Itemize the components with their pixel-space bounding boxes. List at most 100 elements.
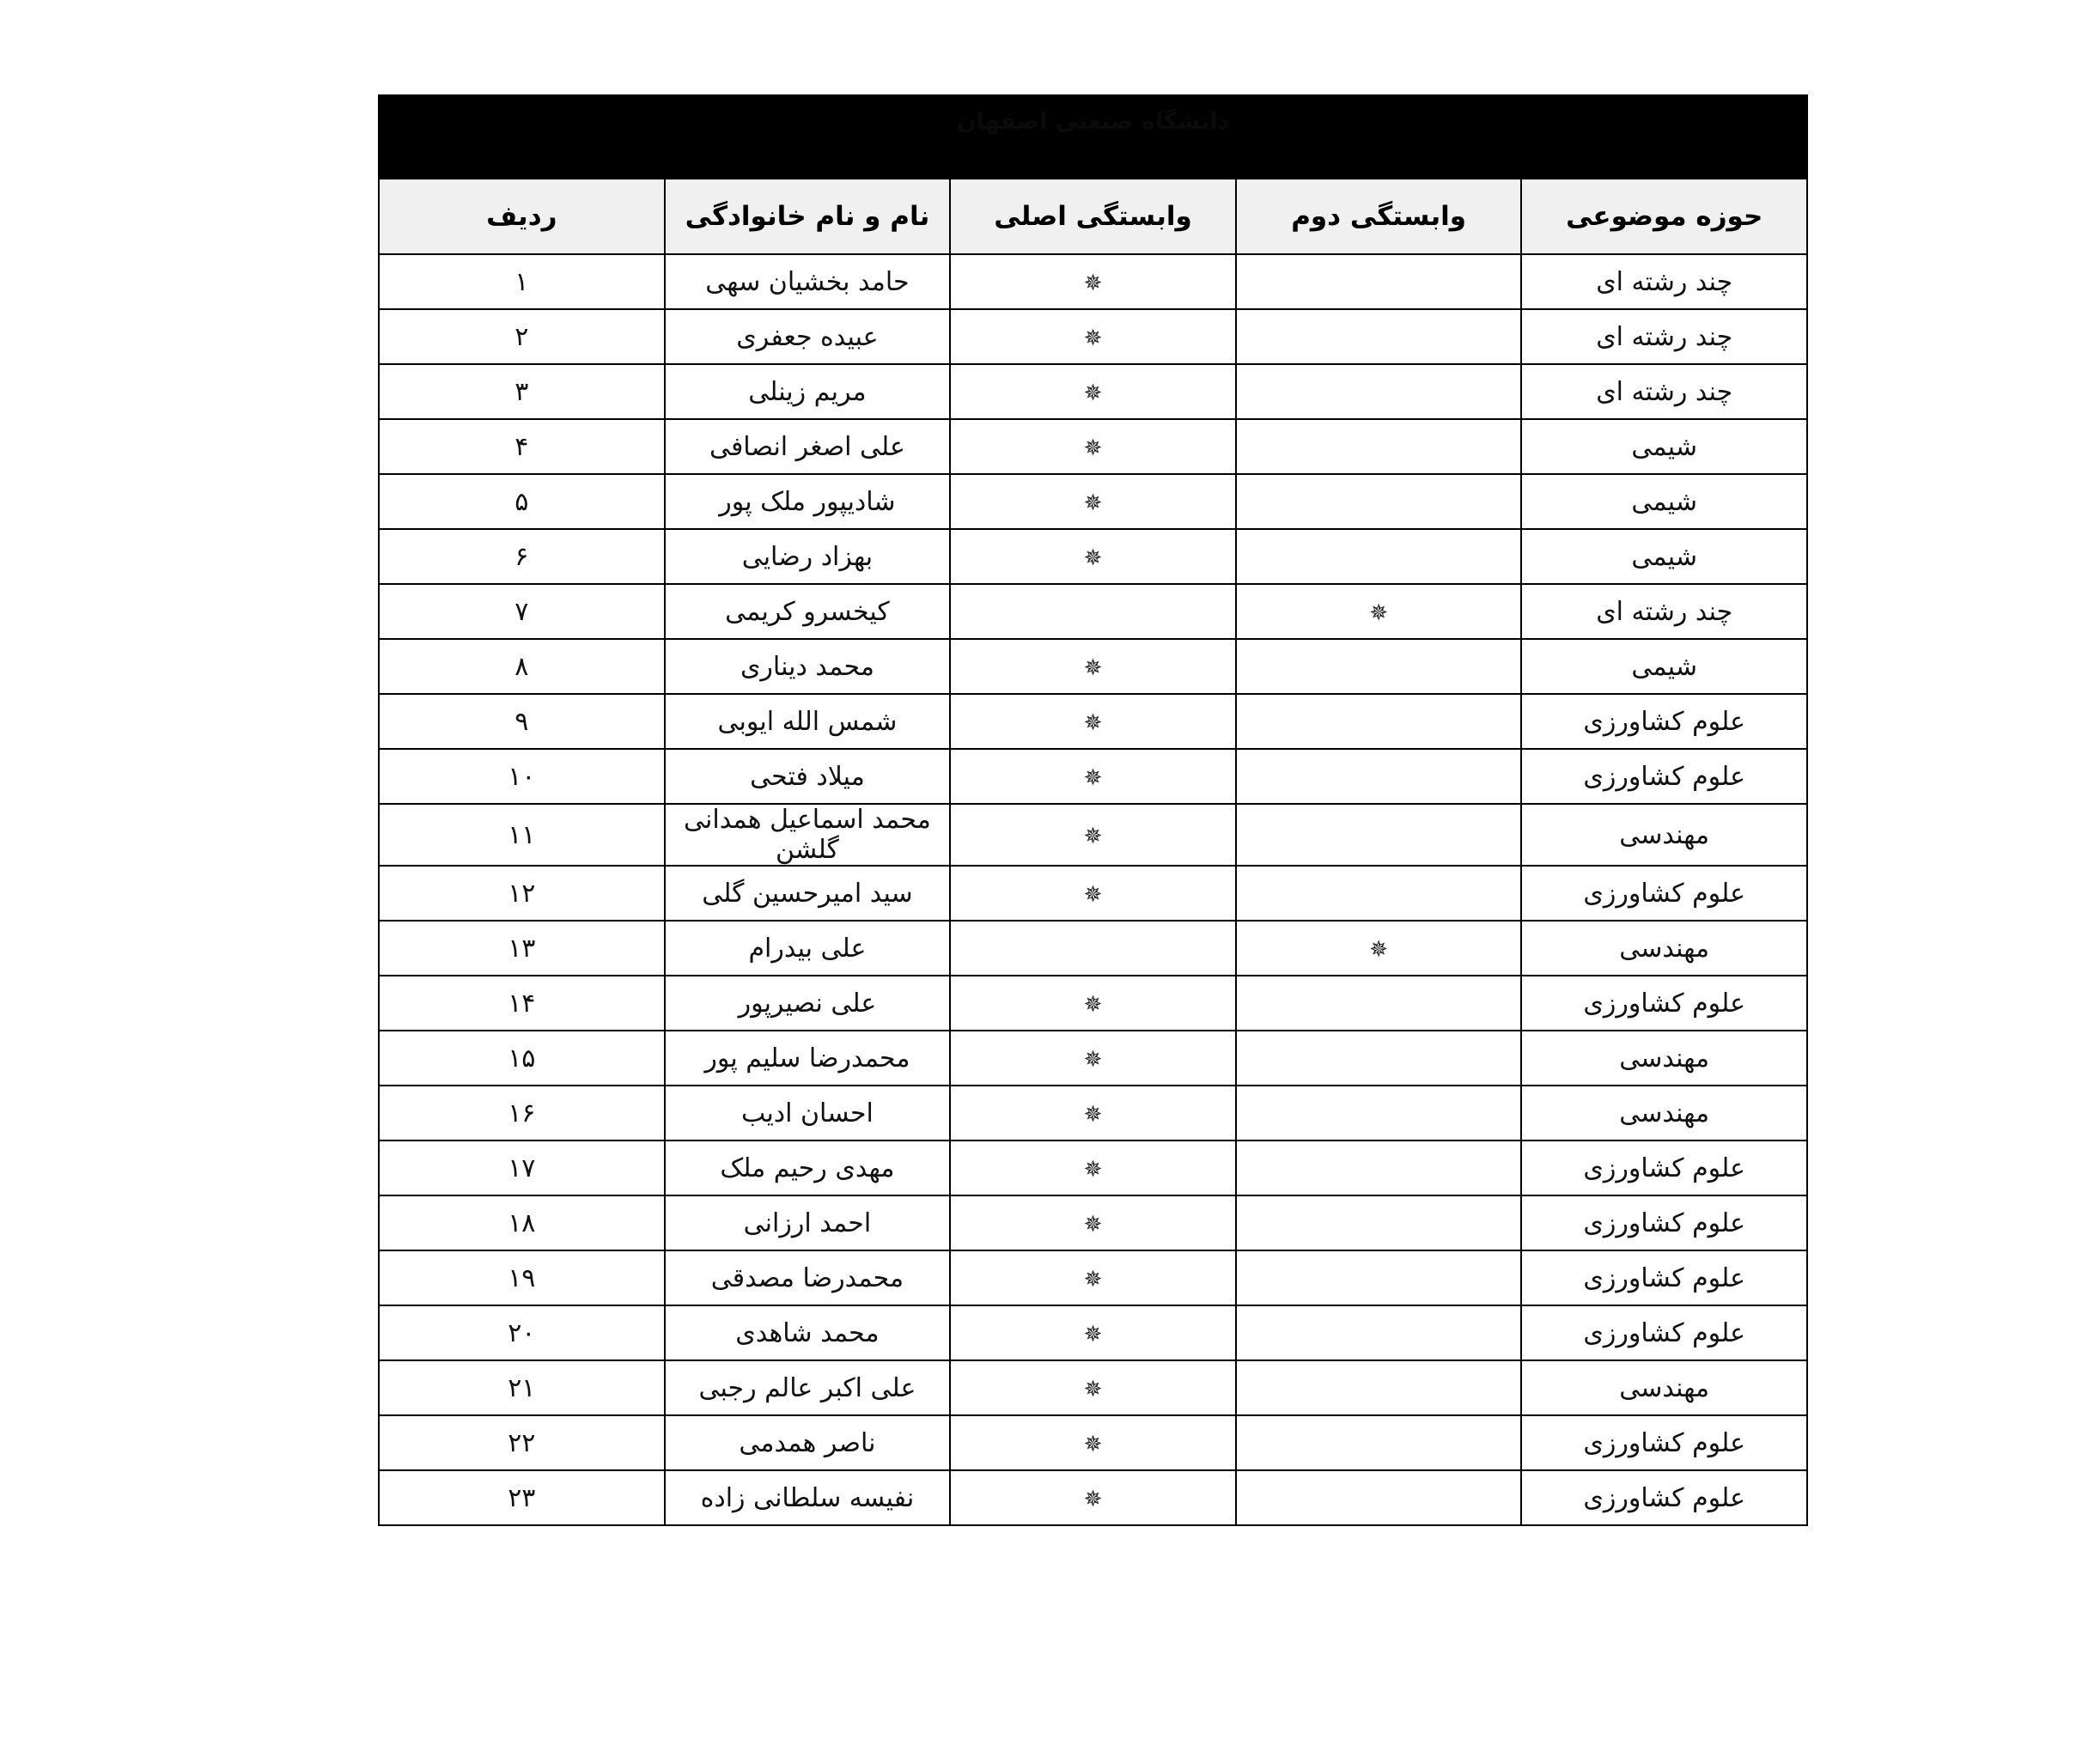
cell-row-number: ۱۱ [378, 803, 666, 867]
cell-primary-affiliation: ✵ [949, 418, 1237, 475]
cell-subject-area: چند رشته ای [1520, 583, 1808, 640]
column-header-full-name: نام و نام خانوادگی [663, 178, 952, 255]
cell-full-name: شمس الله ایوبی [663, 693, 952, 750]
affiliation-mark-icon: ✵ [1083, 490, 1103, 516]
affiliation-mark-icon: ✵ [1083, 380, 1103, 406]
cell-full-name: محمد اسماعیل همدانی گلشن [663, 803, 952, 867]
cell-row-number: ۴ [378, 418, 666, 475]
table-row: شیمی ✵ شادیپور ملک پور ۵ [378, 473, 1808, 530]
cell-row-number: ۲۰ [378, 1305, 666, 1361]
cell-primary-affiliation: ✵ [949, 638, 1237, 695]
cell-full-name: علی اکبر عالم رجبی [663, 1359, 952, 1416]
cell-full-name: نفیسه سلطانی زاده [663, 1469, 952, 1526]
cell-secondary-affiliation [1234, 528, 1523, 585]
cell-row-number: ۱۴ [378, 975, 666, 1031]
table-row: مهندسی ✵ محمد اسماعیل همدانی گلشن ۱۱ [378, 803, 1808, 867]
cell-primary-affiliation: ✵ [949, 1359, 1237, 1416]
cell-primary-affiliation [949, 920, 1237, 976]
cell-full-name: شادیپور ملک پور [663, 473, 952, 530]
cell-row-number: ۱۹ [378, 1250, 666, 1306]
cell-subject-area: علوم کشاورزی [1520, 1250, 1808, 1306]
cell-secondary-affiliation: ✵ [1234, 920, 1523, 976]
cell-secondary-affiliation [1234, 1359, 1523, 1416]
cell-row-number: ۱۷ [378, 1140, 666, 1196]
affiliation-mark-icon: ✵ [1083, 991, 1103, 1018]
cell-secondary-affiliation [1234, 1140, 1523, 1196]
cell-full-name: محمد دیناری [663, 638, 952, 695]
cell-primary-affiliation: ✵ [949, 1469, 1237, 1526]
table-row: چند رشته ای ✵ کیخسرو کریمی ۷ [378, 583, 1808, 640]
cell-row-number: ۲۲ [378, 1414, 666, 1471]
affiliation-table-container: دانشگاه صنعتی اصفهان حوزه موضوعی وابستگی… [378, 94, 1808, 1526]
cell-subject-area: چند رشته ای [1520, 308, 1808, 365]
affiliation-mark-icon: ✵ [1083, 325, 1103, 351]
cell-subject-area: مهندسی [1520, 920, 1808, 976]
table-row: چند رشته ای ✵ حامد بخشیان سهی ۱ [378, 253, 1808, 310]
cell-primary-affiliation: ✵ [949, 975, 1237, 1031]
cell-secondary-affiliation [1234, 1195, 1523, 1251]
affiliation-mark-icon: ✵ [1083, 1486, 1103, 1512]
cell-primary-affiliation: ✵ [949, 803, 1237, 867]
affiliation-mark-icon: ✵ [1083, 881, 1103, 908]
cell-secondary-affiliation [1234, 638, 1523, 695]
cell-secondary-affiliation [1234, 418, 1523, 475]
cell-full-name: احسان ادیب [663, 1085, 952, 1141]
cell-subject-area: شیمی [1520, 473, 1808, 530]
cell-full-name: احمد ارزانی [663, 1195, 952, 1251]
cell-full-name: محمدرضا سلیم پور [663, 1030, 952, 1086]
cell-row-number: ۲۱ [378, 1359, 666, 1416]
affiliation-mark-icon: ✵ [1083, 1101, 1103, 1128]
cell-subject-area: چند رشته ای [1520, 363, 1808, 420]
table-row: علوم کشاورزی ✵ محمدرضا مصدقی ۱۹ [378, 1250, 1808, 1306]
column-header-primary-affiliation: وابستگی اصلی [949, 178, 1237, 255]
cell-row-number: ۱۵ [378, 1030, 666, 1086]
cell-subject-area: شیمی [1520, 638, 1808, 695]
cell-subject-area: مهندسی [1520, 1359, 1808, 1416]
cell-row-number: ۱۲ [378, 865, 666, 922]
cell-row-number: ۱۳ [378, 920, 666, 976]
affiliation-mark-icon: ✵ [1083, 1321, 1103, 1347]
cell-secondary-affiliation [1234, 363, 1523, 420]
cell-primary-affiliation: ✵ [949, 308, 1237, 365]
cell-subject-area: چند رشته ای [1520, 253, 1808, 310]
cell-secondary-affiliation [1234, 1030, 1523, 1086]
cell-secondary-affiliation: ✵ [1234, 583, 1523, 640]
cell-row-number: ۱ [378, 253, 666, 310]
affiliation-mark-icon: ✵ [1083, 1266, 1103, 1293]
table-row: مهندسی ✵ محمدرضا سلیم پور ۱۵ [378, 1030, 1808, 1086]
table-row: چند رشته ای ✵ مریم زینلی ۳ [378, 363, 1808, 420]
cell-subject-area: مهندسی [1520, 803, 1808, 867]
cell-full-name: سید امیرحسین گلی [663, 865, 952, 922]
table-row: علوم کشاورزی ✵ علی نصیرپور ۱۴ [378, 975, 1808, 1031]
table-title-row: دانشگاه صنعتی اصفهان [378, 94, 1808, 179]
cell-primary-affiliation: ✵ [949, 1195, 1237, 1251]
table-row: مهندسی ✵ احسان ادیب ۱۶ [378, 1085, 1808, 1141]
cell-subject-area: علوم کشاورزی [1520, 693, 1808, 750]
cell-row-number: ۱۸ [378, 1195, 666, 1251]
cell-row-number: ۳ [378, 363, 666, 420]
affiliation-mark-icon: ✵ [1083, 270, 1103, 296]
affiliation-mark-icon: ✵ [1369, 936, 1388, 963]
cell-primary-affiliation: ✵ [949, 253, 1237, 310]
cell-primary-affiliation: ✵ [949, 363, 1237, 420]
cell-subject-area: علوم کشاورزی [1520, 1140, 1808, 1196]
cell-subject-area: علوم کشاورزی [1520, 1469, 1808, 1526]
cell-secondary-affiliation [1234, 693, 1523, 750]
cell-subject-area: علوم کشاورزی [1520, 975, 1808, 1031]
cell-row-number: ۱۶ [378, 1085, 666, 1141]
cell-primary-affiliation: ✵ [949, 865, 1237, 922]
table-header-row: حوزه موضوعی وابستگی دوم وابستگی اصلی نام… [378, 178, 1808, 255]
table-row: علوم کشاورزی ✵ ناصر همدمی ۲۲ [378, 1414, 1808, 1471]
table-row: مهندسی ✵ علی اکبر عالم رجبی ۲۱ [378, 1359, 1808, 1416]
cell-full-name: علی بیدرام [663, 920, 952, 976]
table-row: علوم کشاورزی ✵ محمد شاهدی ۲۰ [378, 1305, 1808, 1361]
column-header-row-number: ردیف [378, 178, 666, 255]
cell-subject-area: علوم کشاورزی [1520, 865, 1808, 922]
table-row: علوم کشاورزی ✵ مهدی رحیم ملک ۱۷ [378, 1140, 1808, 1196]
cell-secondary-affiliation [1234, 1305, 1523, 1361]
cell-full-name: میلاد فتحی [663, 748, 952, 805]
affiliation-mark-icon: ✵ [1083, 709, 1103, 736]
cell-full-name: حامد بخشیان سهی [663, 253, 952, 310]
cell-row-number: ۶ [378, 528, 666, 585]
cell-secondary-affiliation [1234, 803, 1523, 867]
